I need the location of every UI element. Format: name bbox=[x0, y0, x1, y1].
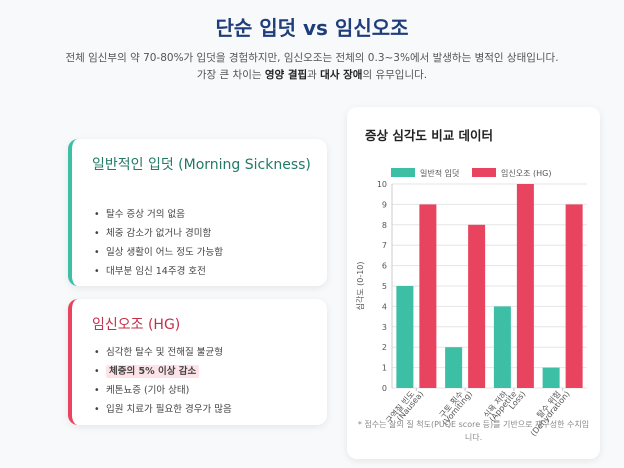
subtitle-emphasis-metabolic: 대사 장애 bbox=[320, 69, 363, 81]
morning-sickness-card: 일반적인 입덧 (Morning Sickness) • 탈수 증상 거의 없음 … bbox=[68, 139, 327, 286]
chart-card: 증상 심각도 비교 데이터 일반적 입덧 임신오조 (HG) 0 1 2 3 4 5 6 7 8 9 1… bbox=[347, 107, 600, 459]
page-title: 단순 입덧 vs 임신오조 bbox=[215, 16, 409, 40]
y-tick-label: 2 bbox=[382, 343, 387, 352]
y-tick-label: 1 bbox=[382, 364, 387, 373]
bar bbox=[542, 367, 560, 388]
bar bbox=[419, 204, 437, 388]
bar bbox=[493, 306, 511, 388]
subtitle-text: 의 유무입니다. bbox=[362, 69, 428, 81]
page-subtitle: 전체 임신부의 약 70-80%가 입덧을 경험하지만, 임신오조는 전체의 0… bbox=[20, 50, 604, 84]
y-axis-title: 심각도 (0-10) bbox=[355, 261, 365, 310]
legend-label: 일반적 입덧 bbox=[420, 168, 459, 178]
bar bbox=[445, 347, 463, 388]
y-tick-label: 3 bbox=[382, 323, 387, 332]
bullet-icon: • bbox=[94, 366, 100, 377]
y-tick-label: 7 bbox=[382, 241, 387, 250]
list-item-text: 입원 치료가 필요한 경우가 많음 bbox=[106, 404, 232, 415]
bullet-icon: • bbox=[94, 228, 100, 239]
hyperemesis-list: • 심각한 탈수 및 전해질 불균형 • 체중의 5% 이상 감소 • 케톤뇨증 (기… bbox=[92, 343, 317, 419]
chart-footnote: * 점수는 삶의 질 척도(PUQE score 등)를 기반으로 재구성한 수… bbox=[357, 420, 590, 442]
list-item: • 심각한 탈수 및 전해질 불균형 bbox=[92, 343, 317, 362]
subtitle-emphasis-nutrition: 영양 결핍 bbox=[264, 69, 308, 81]
legend-swatch bbox=[472, 168, 496, 177]
list-item: • 탈수 증상 거의 없음 bbox=[92, 205, 317, 224]
bar bbox=[468, 224, 486, 388]
list-item-text: 대부분 임신 14주경 호전 bbox=[106, 266, 206, 277]
y-tick-label: 10 bbox=[377, 180, 387, 189]
morning-sickness-list: • 탈수 증상 거의 없음 • 체중 감소가 없거나 경미함 • 일상 생활이 어느 … bbox=[92, 205, 317, 281]
y-tick-label: 8 bbox=[382, 221, 387, 230]
bullet-icon: • bbox=[94, 385, 100, 396]
list-item-text: 케톤뇨증 (기아 상태) bbox=[106, 385, 190, 396]
subtitle-line-1: 전체 임신부의 약 70-80%가 입덧을 경험하지만, 임신오조는 전체의 0… bbox=[65, 52, 559, 64]
list-item-text: 일상 생활이 어느 정도 가능함 bbox=[106, 247, 223, 258]
bar bbox=[565, 204, 583, 388]
bullet-icon: • bbox=[94, 247, 100, 258]
list-item-highlighted: • 체중의 5% 이상 감소 bbox=[92, 362, 317, 381]
y-tick-label: 9 bbox=[382, 200, 387, 209]
subtitle-line-2: 가장 큰 차이는 영양 결핍과 대사 장애의 유무입니다. bbox=[20, 67, 604, 84]
y-tick-label: 0 bbox=[382, 384, 387, 393]
morning-sickness-title: 일반적인 입덧 (Morning Sickness) bbox=[92, 157, 311, 173]
bullet-icon: • bbox=[94, 404, 100, 415]
list-item: • 대부분 임신 14주경 호전 bbox=[92, 262, 317, 281]
y-tick-label: 5 bbox=[382, 282, 387, 291]
hyperemesis-title: 임신오조 (HG) bbox=[92, 317, 181, 333]
legend-label: 임신오조 (HG) bbox=[501, 169, 551, 178]
list-item-text: 탈수 증상 거의 없음 bbox=[106, 209, 185, 220]
bar bbox=[516, 184, 534, 388]
list-item-text: 체중의 5% 이상 감소 bbox=[106, 365, 200, 378]
hyperemesis-card: 임신오조 (HG) • 심각한 탈수 및 전해질 불균형 • 체중의 5% 이상 감… bbox=[68, 299, 327, 425]
list-item-text: 체중 감소가 없거나 경미함 bbox=[106, 228, 212, 239]
list-item: • 체중 감소가 없거나 경미함 bbox=[92, 224, 317, 243]
subtitle-text: 가장 큰 차이는 bbox=[196, 69, 265, 81]
list-item: • 일상 생활이 어느 정도 가능함 bbox=[92, 243, 317, 262]
y-tick-label: 6 bbox=[382, 262, 387, 271]
legend-swatch bbox=[391, 168, 415, 177]
list-item: • 입원 치료가 필요한 경우가 많음 bbox=[92, 400, 317, 419]
list-item: • 케톤뇨증 (기아 상태) bbox=[92, 381, 317, 400]
chart-title: 증상 심각도 비교 데이터 bbox=[365, 128, 494, 143]
bullet-icon: • bbox=[94, 347, 100, 358]
bullet-icon: • bbox=[94, 209, 100, 220]
y-tick-label: 4 bbox=[382, 302, 387, 311]
bullet-icon: • bbox=[94, 266, 100, 277]
bar bbox=[396, 286, 414, 388]
subtitle-text: 과 bbox=[307, 69, 321, 81]
list-item-text: 심각한 탈수 및 전해질 불균형 bbox=[106, 347, 223, 358]
